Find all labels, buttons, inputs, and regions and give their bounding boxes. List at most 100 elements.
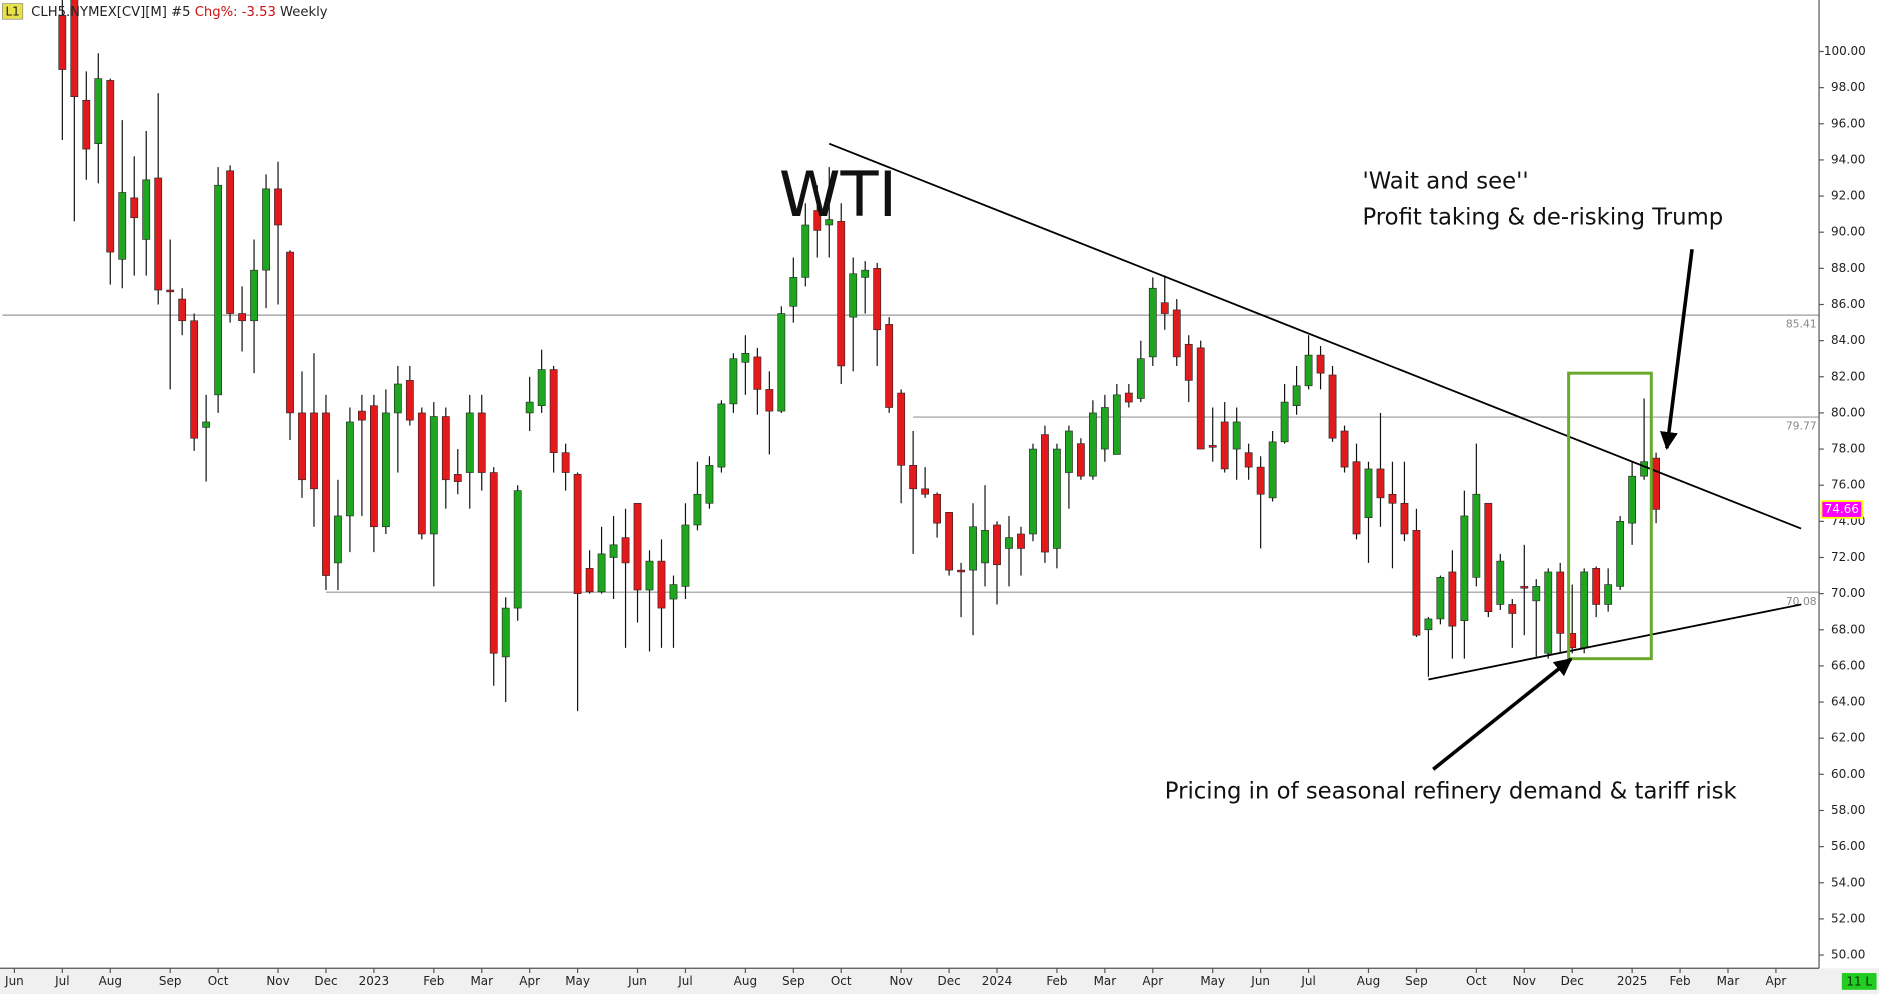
candle-body bbox=[310, 412, 318, 490]
candle-body bbox=[1436, 577, 1445, 620]
candle-body bbox=[1292, 385, 1301, 406]
y-tick-label: 96.00 bbox=[1831, 116, 1865, 130]
candle-body bbox=[1280, 401, 1289, 443]
candle-body bbox=[1112, 394, 1121, 455]
x-tick-label: Nov bbox=[266, 974, 289, 988]
candle-body bbox=[693, 493, 702, 526]
y-tick-label: 100.00 bbox=[1824, 44, 1866, 58]
y-tick-label: 52.00 bbox=[1831, 911, 1865, 925]
header: CLH5.NYMEX[CV][M] #5 Chg%: -3.53 Weekly bbox=[31, 5, 328, 20]
candle-body bbox=[429, 416, 438, 535]
x-tick-label: Aug bbox=[99, 974, 122, 988]
candle-body bbox=[393, 383, 402, 414]
candle-body bbox=[1544, 571, 1553, 654]
x-tick-label: Apr bbox=[519, 974, 540, 988]
y-tick-label: 82.00 bbox=[1831, 369, 1865, 383]
y-tick-label: 78.00 bbox=[1831, 442, 1865, 456]
candle-body bbox=[70, 0, 79, 97]
x-tick-label: Mar bbox=[470, 974, 493, 988]
candle-body bbox=[1029, 448, 1037, 535]
candle-body bbox=[106, 80, 115, 253]
candle-body bbox=[1088, 412, 1097, 477]
candle-body bbox=[166, 289, 175, 293]
candle-body bbox=[1244, 452, 1253, 468]
candle-body bbox=[1352, 461, 1361, 535]
candle-body bbox=[1628, 475, 1637, 524]
candle-body bbox=[1448, 571, 1457, 627]
candle-body bbox=[1592, 568, 1601, 605]
corner-badge-box bbox=[1841, 973, 1877, 990]
x-tick-label: May bbox=[1200, 974, 1225, 988]
candle-body bbox=[226, 170, 234, 314]
y-tick-label: 72.00 bbox=[1831, 550, 1865, 564]
y-tick-label: 58.00 bbox=[1831, 803, 1865, 817]
candle-body bbox=[1100, 407, 1109, 450]
candle-body bbox=[1256, 466, 1265, 495]
candle-body bbox=[633, 502, 642, 591]
y-tick-label: 56.00 bbox=[1831, 839, 1865, 853]
header-period: Weekly bbox=[280, 5, 328, 20]
candle-body bbox=[1328, 374, 1337, 439]
level-label: 70.08 bbox=[1786, 595, 1817, 608]
candle-body bbox=[1208, 445, 1217, 448]
candle-body bbox=[1065, 430, 1073, 473]
candle-body bbox=[1460, 515, 1469, 622]
arrow bbox=[1432, 657, 1573, 771]
candle-body bbox=[753, 356, 762, 390]
x-tick-label: 2025 bbox=[1617, 974, 1647, 988]
x-tick-label: Jul bbox=[54, 974, 69, 988]
y-tick-label: 62.00 bbox=[1831, 731, 1865, 745]
candle-body bbox=[381, 412, 390, 528]
annotation: 'Wait and see'' bbox=[1363, 169, 1529, 195]
x-tick-label: Jul bbox=[677, 974, 692, 988]
candle-body bbox=[645, 560, 654, 591]
candle-body bbox=[993, 524, 1001, 566]
candle-body bbox=[1017, 533, 1025, 549]
candle-body bbox=[1232, 421, 1241, 450]
candle-body bbox=[1400, 502, 1409, 535]
candle-body bbox=[1616, 521, 1625, 587]
x-tick-label: Aug bbox=[734, 974, 757, 988]
candle-body bbox=[1652, 457, 1660, 510]
candle-body bbox=[789, 277, 798, 307]
y-tick-label: 64.00 bbox=[1831, 695, 1865, 709]
y-tick-label: 76.00 bbox=[1831, 478, 1865, 492]
candle-body bbox=[957, 569, 965, 573]
candle-body bbox=[118, 192, 127, 260]
header-change-label: Chg%: bbox=[195, 5, 238, 20]
candle-body bbox=[669, 584, 678, 600]
candle-body bbox=[681, 524, 690, 587]
y-tick-label: 54.00 bbox=[1831, 875, 1865, 889]
candle-body bbox=[1268, 441, 1277, 499]
candle-body bbox=[1484, 502, 1493, 612]
candle-body bbox=[525, 401, 534, 414]
candle-body bbox=[1376, 468, 1385, 499]
last-price-label: 74.66 bbox=[1825, 502, 1859, 516]
candle-body bbox=[286, 251, 294, 414]
candle-body bbox=[897, 392, 906, 466]
y-tick-label: 70.00 bbox=[1831, 586, 1865, 600]
candle-body bbox=[178, 298, 187, 322]
candle-body bbox=[346, 421, 354, 517]
candle-body bbox=[1604, 584, 1613, 605]
x-tick-label: Nov bbox=[889, 974, 912, 988]
candle-body bbox=[945, 512, 953, 571]
candle-body bbox=[513, 490, 522, 609]
x-tick-label: Apr bbox=[1766, 974, 1787, 988]
y-tick-label: 50.00 bbox=[1831, 948, 1865, 962]
candle-body bbox=[969, 526, 977, 571]
candle-body bbox=[1160, 302, 1169, 314]
x-tick-label: Feb bbox=[1669, 974, 1690, 988]
axes: 50.00 52.00 54.00 56.00 58.00 60.00 62.00 64.00… bbox=[4, 44, 1866, 988]
candle-body bbox=[1172, 309, 1181, 358]
candle-body bbox=[1005, 537, 1013, 549]
candle-body bbox=[214, 184, 223, 396]
candle-body bbox=[1496, 560, 1505, 605]
candle-body bbox=[573, 474, 582, 594]
candle-body bbox=[1580, 571, 1589, 649]
candle-body bbox=[849, 273, 858, 318]
candle-body bbox=[861, 269, 870, 278]
x-tick-label: Aug bbox=[1357, 974, 1380, 988]
x-tick-label: May bbox=[565, 974, 590, 988]
